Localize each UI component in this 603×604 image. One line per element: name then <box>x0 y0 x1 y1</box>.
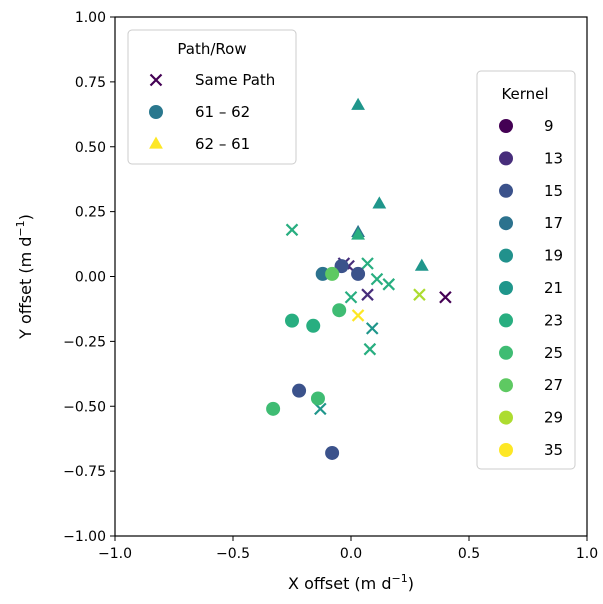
y-tick-label: 0.00 <box>75 270 106 286</box>
x-tick-label: 0.5 <box>458 546 480 562</box>
legends: Path/Row Same Path 61 – 62 62 – 61 Kernel 9 13… <box>127 29 576 470</box>
data-point-circle-27 <box>266 401 281 416</box>
data-point-circle-28 <box>325 445 340 460</box>
kernel-legend-label: 21 <box>544 279 563 297</box>
data-point-triangle-4 <box>414 258 429 271</box>
data-point-x-12 <box>344 290 358 304</box>
kernel-legend-label: 27 <box>544 376 563 394</box>
data-point-circle-24 <box>306 318 321 333</box>
x-tick-label: −1.0 <box>98 546 132 562</box>
kernel-legend-label: 17 <box>544 214 563 232</box>
data-point-x-5 <box>285 223 299 237</box>
kernel-legend-label: 25 <box>544 344 563 362</box>
kernel-legend-swatch <box>499 313 513 328</box>
y-tick-label: −0.75 <box>63 464 106 480</box>
data-point-circle-25 <box>292 383 307 398</box>
data-point-x-11 <box>361 288 374 301</box>
kernel-legend-label: 23 <box>544 311 563 329</box>
kernel-legend-swatch <box>499 183 513 198</box>
kernel-legend-swatch <box>499 216 513 231</box>
data-point-triangle-1 <box>372 196 387 209</box>
data-point-x-29 <box>351 309 365 322</box>
kernel-legend-swatch <box>499 345 513 360</box>
data-point-triangle-3 <box>351 227 365 240</box>
path-row-legend-marker-circle <box>149 105 163 119</box>
kernel-legend-swatch <box>499 151 513 166</box>
path-row-legend-label: 62 – 61 <box>195 135 250 153</box>
x-axis-unit-exponent: −1 <box>392 572 408 585</box>
data-point-x-16 <box>363 342 377 356</box>
kernel-legend-swatch <box>499 378 513 393</box>
path-row-legend-marker-x <box>149 73 163 87</box>
kernel-legend-swatch <box>499 248 513 263</box>
path-row-legend-label: Same Path <box>195 71 275 89</box>
kernel-legend-swatch <box>499 410 513 425</box>
kernel-legend-label: 29 <box>544 409 563 427</box>
y-tick-label: 0.50 <box>75 140 106 156</box>
y-axis-unit-exponent: −1 <box>14 220 27 236</box>
kernel-legend-label: 9 <box>544 117 554 135</box>
y-tick-label: 0.25 <box>75 205 106 221</box>
kernel-legend-label: 19 <box>544 247 563 265</box>
kernel-legend: Kernel 9 13 15 17 19 21 23 25 27 29 35 <box>476 70 576 470</box>
data-point-x-9 <box>370 272 384 286</box>
data-points <box>266 97 452 460</box>
data-point-x-13 <box>413 288 426 301</box>
kernel-legend-swatch <box>499 443 513 457</box>
y-tick-label: −1.00 <box>63 529 106 545</box>
y-tick-label: 1.00 <box>75 10 106 26</box>
data-point-x-8 <box>361 257 374 270</box>
data-point-circle-26 <box>310 391 325 406</box>
data-point-x-14 <box>439 290 452 304</box>
data-point-x-15 <box>365 322 379 335</box>
data-point-circle-23 <box>285 313 299 328</box>
x-tick-label: 0.0 <box>340 546 362 562</box>
path-row-legend-marker-triangle <box>149 136 163 149</box>
path-row-legend-label: 61 – 62 <box>195 103 250 121</box>
x-tick-label: −0.5 <box>216 546 250 562</box>
axes: −1.0 −0.5 0.0 0.5 1.0 −1.00 −0.75 −0.50 −0.25 0.0… <box>14 10 598 593</box>
kernel-legend-label: 35 <box>544 441 563 459</box>
x-axis-title: X offset (m d−1) <box>288 572 414 593</box>
y-tick-label: −0.25 <box>63 334 106 350</box>
y-axis-title: Y offset (m d−1) <box>14 214 35 340</box>
data-point-triangle-0 <box>351 97 365 110</box>
path-row-legend-box <box>127 29 297 165</box>
data-point-circle-18 <box>334 259 349 274</box>
y-axis-title-close: ) <box>16 214 35 220</box>
path-row-legend-title: Path/Row <box>177 40 246 58</box>
y-tick-label: 0.75 <box>75 75 106 91</box>
kernel-legend-label: 15 <box>544 182 563 200</box>
kernel-legend-box <box>476 70 576 470</box>
y-axis-title-text: Y offset (m d <box>16 237 35 340</box>
kernel-legend-swatch <box>499 119 513 133</box>
data-point-circle-21 <box>351 266 366 281</box>
y-tick-label: −0.50 <box>63 399 106 415</box>
kernel-legend-swatch <box>499 281 513 295</box>
path-row-legend: Path/Row Same Path 61 – 62 62 – 61 <box>127 29 297 165</box>
data-point-circle-20 <box>325 266 340 281</box>
x-tick-label: 1.0 <box>576 546 598 562</box>
data-point-circle-22 <box>332 303 347 318</box>
kernel-legend-label: 13 <box>544 149 563 167</box>
x-axis-title-close: ) <box>408 574 414 593</box>
data-point-x-10 <box>382 278 396 291</box>
kernel-legend-title: Kernel <box>501 85 548 103</box>
x-axis-title-text: X offset (m d <box>288 574 391 593</box>
